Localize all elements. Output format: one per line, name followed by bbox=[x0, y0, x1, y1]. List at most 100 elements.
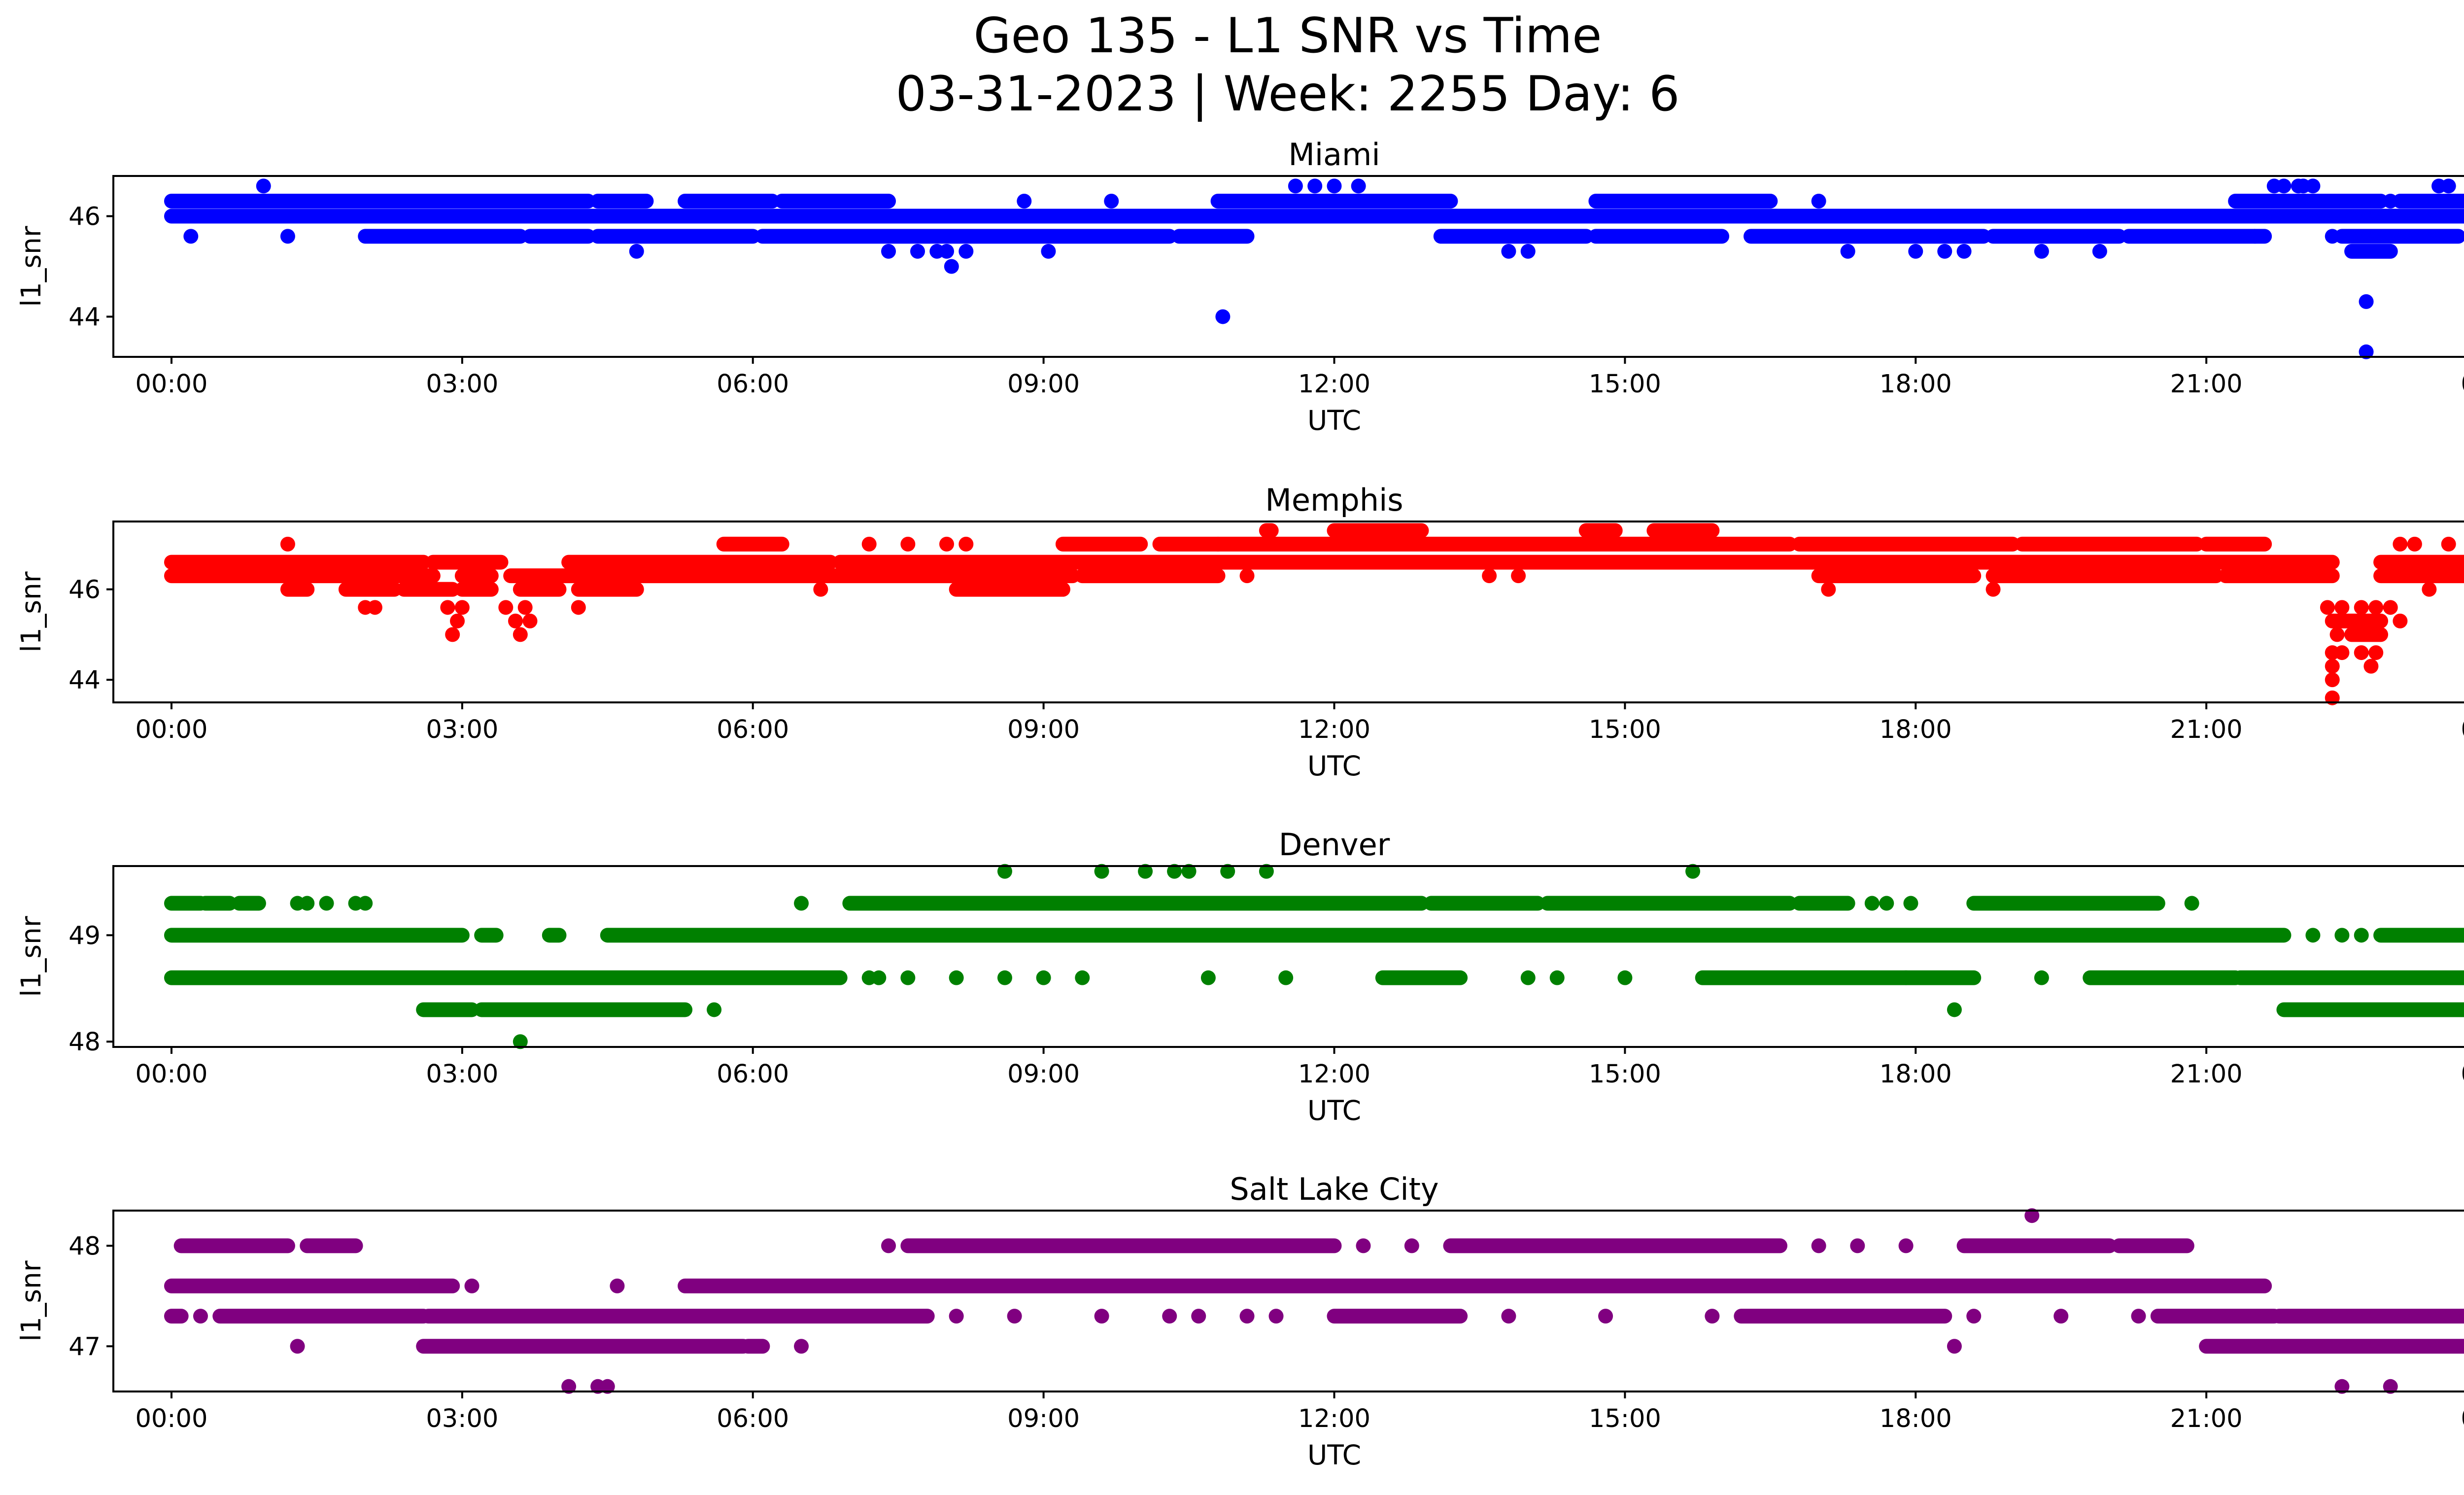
panel-salt-lake-city: Salt Lake City 00:00 03:00 06:00 09:00 12:00 1… bbox=[15, 1171, 2464, 1471]
point-band-miami-2-5 bbox=[1433, 229, 1594, 244]
data-point-salt-lake-city-28 bbox=[2131, 1309, 2146, 1324]
point-band-memphis-2-2 bbox=[561, 555, 838, 570]
x-tick-label-salt-lake-city-4: 12:00 bbox=[1298, 1404, 1370, 1433]
series-salt-lake-city bbox=[164, 1208, 2464, 1394]
series-memphis bbox=[164, 523, 2464, 705]
point-band-salt-lake-city-0-4 bbox=[1956, 1238, 2117, 1253]
point-band-memphis-4-0 bbox=[280, 582, 315, 597]
x-axis-label-memphis: UTC bbox=[1307, 750, 1361, 782]
data-point-memphis-13 bbox=[861, 536, 877, 552]
point-band-memphis-4-6 bbox=[949, 582, 1070, 597]
point-band-salt-lake-city-0-0 bbox=[173, 1238, 295, 1253]
point-band-salt-lake-city-1-0 bbox=[164, 1278, 460, 1293]
data-point-denver-9 bbox=[1167, 864, 1182, 879]
data-point-memphis-14 bbox=[900, 536, 916, 552]
data-point-denver-30 bbox=[1200, 970, 1216, 985]
data-point-denver-31 bbox=[1278, 970, 1294, 985]
x-tick-label-miami-0: 00:00 bbox=[135, 370, 207, 399]
data-point-salt-lake-city-0 bbox=[193, 1309, 208, 1324]
point-band-memphis-4-1 bbox=[338, 582, 402, 597]
x-tick-label-miami-4: 12:00 bbox=[1298, 370, 1370, 399]
x-tick-label-miami-2: 06:00 bbox=[717, 370, 789, 399]
data-point-salt-lake-city-4 bbox=[561, 1379, 577, 1394]
data-point-memphis-21 bbox=[1511, 568, 1526, 584]
point-band-denver-1-0 bbox=[164, 928, 470, 943]
point-band-memphis-0-1 bbox=[1327, 523, 1429, 538]
x-tick-label-denver-6: 18:00 bbox=[1880, 1060, 1952, 1089]
data-point-miami-38 bbox=[2441, 178, 2456, 194]
data-point-memphis-20 bbox=[1482, 568, 1497, 584]
x-axis-label-miami: UTC bbox=[1307, 405, 1361, 436]
data-point-memphis-38 bbox=[2393, 613, 2408, 628]
point-band-memphis-2-4 bbox=[2373, 555, 2464, 570]
panel-miami: Miami 00:00 03:00 06:00 09:00 12:00 15:00 18:00… bbox=[15, 137, 2464, 436]
point-band-memphis-3-5 bbox=[1985, 568, 2224, 584]
data-point-denver-10 bbox=[1181, 864, 1197, 879]
data-point-miami-5 bbox=[910, 243, 925, 259]
x-tick-label-salt-lake-city-3: 09:00 bbox=[1007, 1404, 1080, 1433]
data-point-denver-15 bbox=[1879, 896, 1894, 911]
data-point-miami-27 bbox=[2247, 229, 2262, 244]
x-tick-label-salt-lake-city-5: 15:00 bbox=[1589, 1404, 1661, 1433]
data-point-memphis-18 bbox=[1210, 536, 1226, 552]
data-point-denver-35 bbox=[1947, 1002, 1962, 1017]
plot-frame-salt-lake-city bbox=[112, 1210, 2464, 1392]
point-band-salt-lake-city-2-2 bbox=[421, 1309, 935, 1324]
point-band-memphis-2-1 bbox=[425, 555, 509, 570]
point-band-memphis-4-2 bbox=[396, 582, 460, 597]
point-band-miami-2-7 bbox=[1743, 229, 1991, 244]
data-point-memphis-15 bbox=[939, 536, 954, 552]
point-band-memphis-3-7 bbox=[2373, 568, 2464, 584]
point-band-memphis-1-0 bbox=[716, 536, 789, 552]
x-tick-label-memphis-0: 00:00 bbox=[135, 715, 207, 744]
point-band-miami-0-2 bbox=[678, 193, 780, 209]
x-axis-label-denver: UTC bbox=[1307, 1095, 1361, 1126]
data-point-denver-6 bbox=[997, 864, 1012, 879]
y-tick-label-memphis-1: 46 bbox=[68, 576, 101, 605]
data-point-memphis-11 bbox=[522, 613, 538, 628]
data-point-salt-lake-city-3 bbox=[610, 1278, 625, 1293]
point-band-memphis-3-6 bbox=[2218, 568, 2340, 584]
data-point-memphis-26 bbox=[2325, 659, 2340, 674]
data-point-miami-1 bbox=[256, 178, 271, 194]
y-axis-label-memphis: l1_snr bbox=[15, 571, 47, 652]
point-band-memphis-0-3 bbox=[1646, 523, 1720, 538]
data-point-miami-36 bbox=[2383, 193, 2398, 209]
x-tick-label-miami-6: 18:00 bbox=[1880, 370, 1952, 399]
x-tick-label-memphis-6: 18:00 bbox=[1880, 715, 1952, 744]
series-denver bbox=[164, 864, 2464, 1049]
point-band-denver-2-2 bbox=[1695, 970, 1914, 985]
x-tick-label-denver-7: 21:00 bbox=[2170, 1060, 2243, 1089]
data-point-miami-17 bbox=[1351, 178, 1366, 194]
data-point-miami-23 bbox=[1937, 243, 1952, 259]
data-point-salt-lake-city-16 bbox=[1356, 1238, 1371, 1253]
point-band-denver-1-4 bbox=[2373, 928, 2464, 943]
data-point-denver-26 bbox=[949, 970, 964, 985]
point-band-miami-2-8 bbox=[1985, 229, 2127, 244]
data-point-memphis-24 bbox=[2320, 600, 2335, 615]
point-band-miami-2-6 bbox=[1588, 229, 1730, 244]
data-point-denver-24 bbox=[871, 970, 887, 985]
point-band-salt-lake-city-0-2 bbox=[900, 1238, 1342, 1253]
x-tick-label-miami-7: 21:00 bbox=[2170, 370, 2243, 399]
data-point-miami-34 bbox=[2359, 294, 2374, 309]
point-band-memphis-5-0 bbox=[2325, 613, 2389, 628]
data-point-salt-lake-city-1 bbox=[290, 1339, 305, 1354]
data-point-salt-lake-city-23 bbox=[1898, 1238, 1914, 1253]
point-band-salt-lake-city-0-5 bbox=[2112, 1238, 2194, 1253]
x-tick-label-memphis-3: 09:00 bbox=[1007, 715, 1080, 744]
data-point-denver-16 bbox=[1903, 896, 1918, 911]
data-point-memphis-23 bbox=[1985, 582, 2001, 597]
data-point-memphis-6 bbox=[454, 600, 470, 615]
data-point-salt-lake-city-9 bbox=[949, 1309, 964, 1324]
data-point-miami-2 bbox=[280, 229, 295, 244]
point-band-memphis-1-3 bbox=[1792, 536, 2020, 552]
y-tick-label-miami-0: 44 bbox=[68, 303, 101, 332]
point-band-denver-0-2 bbox=[232, 896, 266, 911]
point-band-salt-lake-city-2-0 bbox=[164, 1309, 189, 1324]
data-point-salt-lake-city-19 bbox=[1598, 1309, 1613, 1324]
data-point-denver-8 bbox=[1138, 864, 1153, 879]
point-band-denver-2-1 bbox=[1375, 970, 1468, 985]
data-point-denver-5 bbox=[794, 896, 809, 911]
data-point-memphis-0 bbox=[280, 536, 295, 552]
